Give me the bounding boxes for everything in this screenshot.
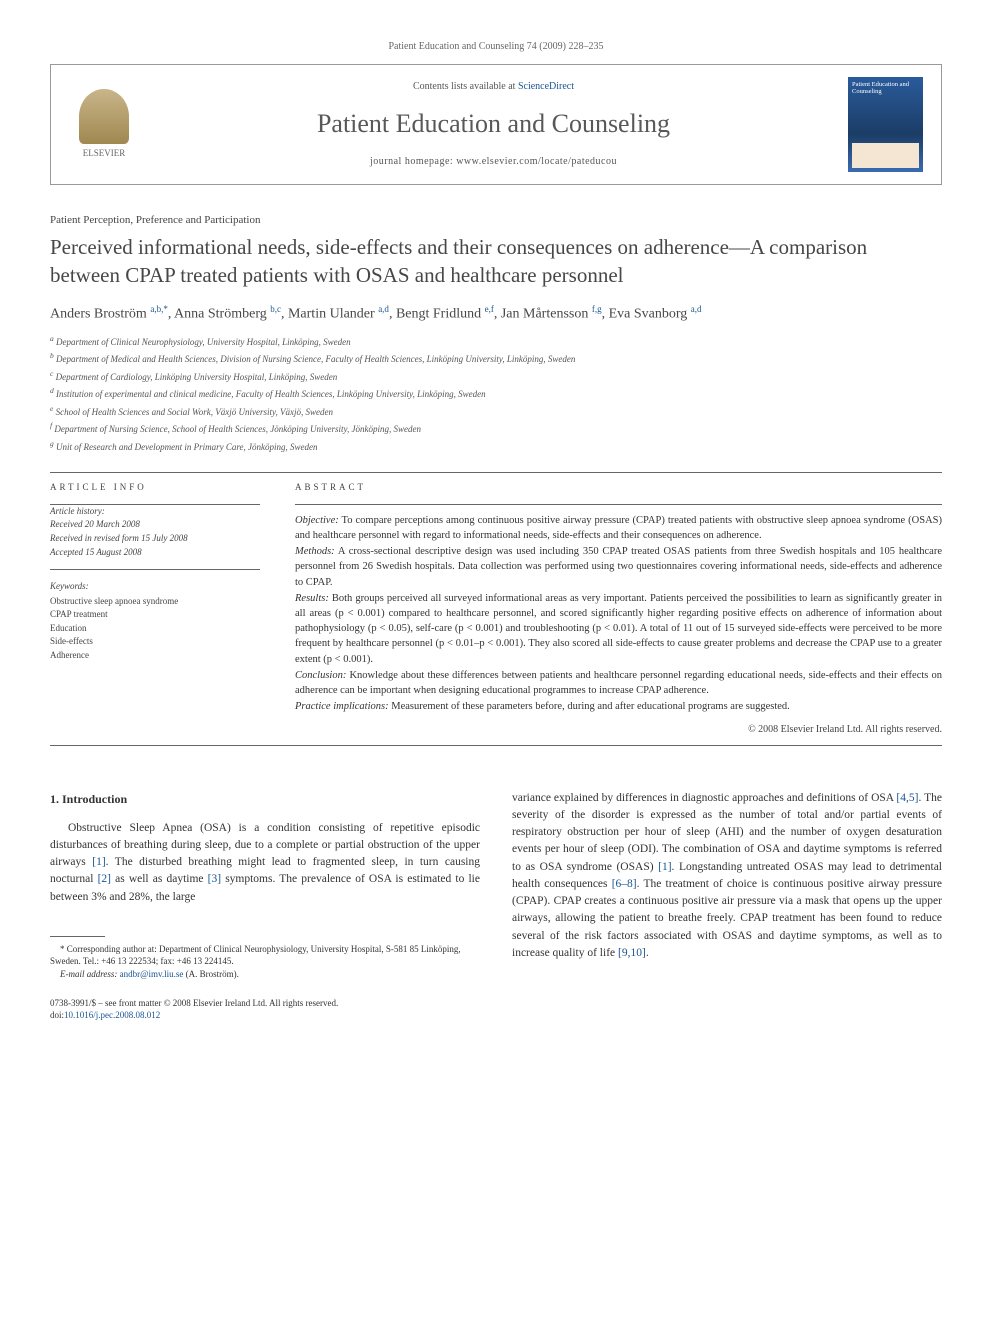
history-label: Article history: [50,505,260,518]
journal-header-box: ELSEVIER Contents lists available at Sci… [50,64,942,185]
keyword-item: Side-effects [50,635,260,648]
intro-para-left: Obstructive Sleep Apnea (OSA) is a condi… [50,820,480,906]
article-section-label: Patient Perception, Preference and Parti… [50,213,942,228]
intro-para-right: variance explained by differences in dia… [512,790,942,963]
email-post: (A. Broström). [183,969,239,979]
keyword-item: CPAP treatment [50,608,260,621]
methods-label: Methods: [295,546,335,557]
results-label: Results: [295,593,329,604]
body-right-column: variance explained by differences in dia… [512,790,942,1022]
article-info-column: ARTICLE INFO Article history: Received 2… [50,473,260,736]
doi-label: doi: [50,1010,64,1020]
affiliation-line: g Unit of Research and Development in Pr… [50,438,942,455]
citation-link[interactable]: [4,5] [896,792,918,804]
corresponding-author-footnote: * Corresponding author at: Department of… [50,943,480,981]
sec-number: 1. [50,792,59,806]
doi-link[interactable]: 10.1016/j.pec.2008.08.012 [64,1010,160,1020]
article-title: Perceived informational needs, side-effe… [50,234,942,289]
citation-link[interactable]: [1] [658,861,671,873]
article-history: Article history: Received 20 March 2008 … [50,505,260,569]
affiliation-line: f Department of Nursing Science, School … [50,420,942,437]
running-head: Patient Education and Counseling 74 (200… [50,40,942,54]
footnote-rule [50,936,105,937]
practice-text: Measurement of these parameters before, … [389,701,790,712]
body-left-column: 1. Introduction Obstructive Sleep Apnea … [50,790,480,1022]
contents-pre: Contents lists available at [413,81,518,92]
affiliation-line: a Department of Clinical Neurophysiology… [50,333,942,350]
journal-cover-thumb: Patient Education and Counseling [848,77,923,172]
objective-text: To compare perceptions among continuous … [295,515,942,541]
bottom-rule [50,745,942,746]
cover-title: Patient Education and Counseling [852,81,919,95]
footer-info: 0738-3991/$ – see front matter © 2008 El… [50,997,480,1022]
abstract-column: ABSTRACT Objective: To compare perceptio… [295,473,942,736]
author-email-link[interactable]: andbr@imv.liu.se [120,969,184,979]
abstract-body: Objective: To compare perceptions among … [295,513,942,715]
keyword-item: Adherence [50,649,260,662]
keyword-item: Education [50,622,260,635]
citation-link[interactable]: [9,10] [618,947,646,959]
citation-link[interactable]: [2] [98,873,111,885]
objective-label: Objective: [295,515,339,526]
keywords-label: Keywords: [50,580,260,593]
affiliation-line: e School of Health Sciences and Social W… [50,403,942,420]
elsevier-logo: ELSEVIER [69,85,139,165]
citation-link[interactable]: [3] [208,873,221,885]
keywords-block: Keywords: Obstructive sleep apnoea syndr… [50,570,260,662]
sciencedirect-link[interactable]: ScienceDirect [518,81,574,92]
elsevier-tree-icon [79,89,129,144]
journal-name: Patient Education and Counseling [154,106,833,142]
body-columns: 1. Introduction Obstructive Sleep Apnea … [50,790,942,1022]
conclusion-text: Knowledge about these differences betwee… [295,670,942,696]
affiliation-line: c Department of Cardiology, Linköping Un… [50,368,942,385]
citation-link[interactable]: [6–8] [612,878,637,890]
elsevier-label: ELSEVIER [83,147,126,160]
email-label: E-mail address: [60,969,120,979]
journal-homepage: journal homepage: www.elsevier.com/locat… [154,155,833,169]
sec-title: Introduction [59,792,127,806]
conclusion-label: Conclusion: [295,670,346,681]
revised-date: Received in revised form 15 July 2008 [50,532,260,545]
keyword-item: Obstructive sleep apnoea syndrome [50,595,260,608]
affiliation-line: d Institution of experimental and clinic… [50,385,942,402]
contents-available-line: Contents lists available at ScienceDirec… [154,80,833,94]
abstract-copyright: © 2008 Elsevier Ireland Ltd. All rights … [295,723,942,737]
citation-link[interactable]: [1] [92,856,105,868]
cover-image-icon [852,143,919,168]
header-center: Contents lists available at ScienceDirec… [139,80,848,168]
front-matter-line: 0738-3991/$ – see front matter © 2008 El… [50,997,480,1010]
article-info-heading: ARTICLE INFO [50,473,260,504]
practice-label: Practice implications: [295,701,389,712]
results-text: Both groups perceived all surveyed infor… [295,593,942,665]
accepted-date: Accepted 15 August 2008 [50,546,260,559]
section-1-heading: 1. Introduction [50,790,480,808]
affiliations: a Department of Clinical Neurophysiology… [50,333,942,455]
author-list: Anders Broström a,b,*, Anna Strömberg b,… [50,303,942,325]
received-date: Received 20 March 2008 [50,518,260,531]
methods-text: A cross-sectional descriptive design was… [295,546,942,587]
affiliation-line: b Department of Medical and Health Scien… [50,350,942,367]
abstract-heading: ABSTRACT [295,473,942,504]
footnote-address: * Corresponding author at: Department of… [50,943,480,968]
